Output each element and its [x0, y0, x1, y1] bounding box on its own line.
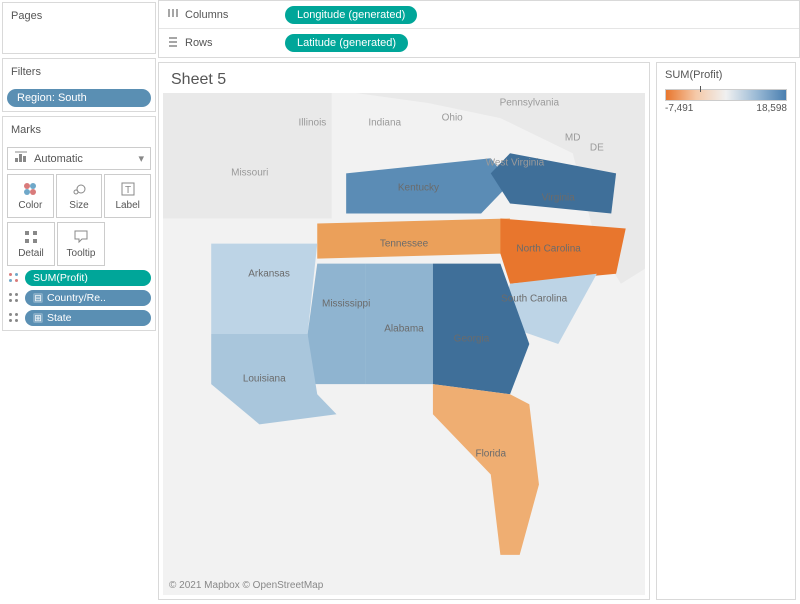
columns-pill[interactable]: Longitude (generated)	[285, 6, 417, 24]
columns-icon	[167, 7, 179, 22]
color-legend[interactable]: SUM(Profit) -7,491 18,598	[656, 62, 796, 600]
marks-title: Marks	[3, 117, 155, 143]
color-icon	[22, 181, 38, 197]
shelves: Columns Longitude (generated) Rows Latit…	[158, 0, 800, 58]
legend-min: -7,491	[665, 103, 693, 114]
detail-dots-icon	[7, 291, 21, 305]
marks-color-label: Color	[18, 200, 42, 211]
marks-detail-label: Detail	[18, 248, 44, 259]
marks-type-label: Automatic	[34, 153, 83, 165]
legend-tick	[700, 86, 701, 92]
map-view[interactable]: © 2021 Mapbox © OpenStreetMap IllinoisIn…	[163, 93, 645, 595]
dropdown-icon: ▾	[138, 152, 144, 165]
map-attribution: © 2021 Mapbox © OpenStreetMap	[169, 580, 323, 591]
marks-label-button[interactable]: T Label	[104, 174, 151, 218]
marks-pill-sum-profit[interactable]: SUM(Profit)	[7, 270, 151, 286]
legend-max: 18,598	[756, 103, 787, 114]
filters-title: Filters	[3, 59, 155, 85]
filter-pill-region[interactable]: Region: South	[7, 89, 151, 107]
marks-pill-country[interactable]: ⊟ Country/Re..	[7, 290, 151, 306]
filters-shelf[interactable]: Filters Region: South	[2, 58, 156, 112]
marks-tooltip-label: Tooltip	[67, 248, 96, 259]
pages-title: Pages	[3, 3, 155, 29]
legend-gradient	[665, 89, 787, 101]
svg-text:T: T	[125, 185, 131, 196]
marks-type-select[interactable]: Automatic ▾	[7, 147, 151, 170]
marks-pill-label: ⊟ Country/Re..	[25, 290, 151, 306]
marks-label-label: Label	[115, 200, 139, 211]
viz-panel: Sheet 5	[158, 62, 650, 600]
columns-label: Columns	[185, 9, 228, 21]
marks-card: Marks Automatic ▾ Color	[2, 116, 156, 331]
size-icon	[71, 181, 87, 197]
color-legend-icon	[7, 271, 21, 285]
marks-color-button[interactable]: Color	[7, 174, 54, 218]
expand-icon: ⊞	[33, 313, 43, 323]
automatic-icon	[14, 151, 28, 166]
rows-shelf[interactable]: Rows Latitude (generated)	[159, 29, 799, 57]
collapse-icon: ⊟	[33, 293, 43, 303]
marks-detail-button[interactable]: Detail	[7, 222, 55, 266]
marks-pill-label: ⊞ State	[25, 310, 151, 326]
legend-title: SUM(Profit)	[657, 63, 795, 87]
map-svg	[163, 93, 645, 595]
pages-shelf[interactable]: Pages	[2, 2, 156, 54]
rows-pill[interactable]: Latitude (generated)	[285, 34, 408, 52]
marks-size-label: Size	[69, 200, 88, 211]
rows-icon	[167, 36, 179, 51]
marks-pill-state[interactable]: ⊞ State	[7, 310, 151, 326]
rows-label: Rows	[185, 37, 213, 49]
marks-pill-label: SUM(Profit)	[25, 270, 151, 286]
sheet-title[interactable]: Sheet 5	[159, 63, 649, 89]
label-icon: T	[120, 181, 136, 197]
detail-icon	[23, 229, 39, 245]
marks-tooltip-button[interactable]: Tooltip	[57, 222, 105, 266]
tooltip-icon	[73, 229, 89, 245]
detail-dots-icon	[7, 311, 21, 325]
columns-shelf[interactable]: Columns Longitude (generated)	[159, 1, 799, 29]
marks-size-button[interactable]: Size	[56, 174, 103, 218]
